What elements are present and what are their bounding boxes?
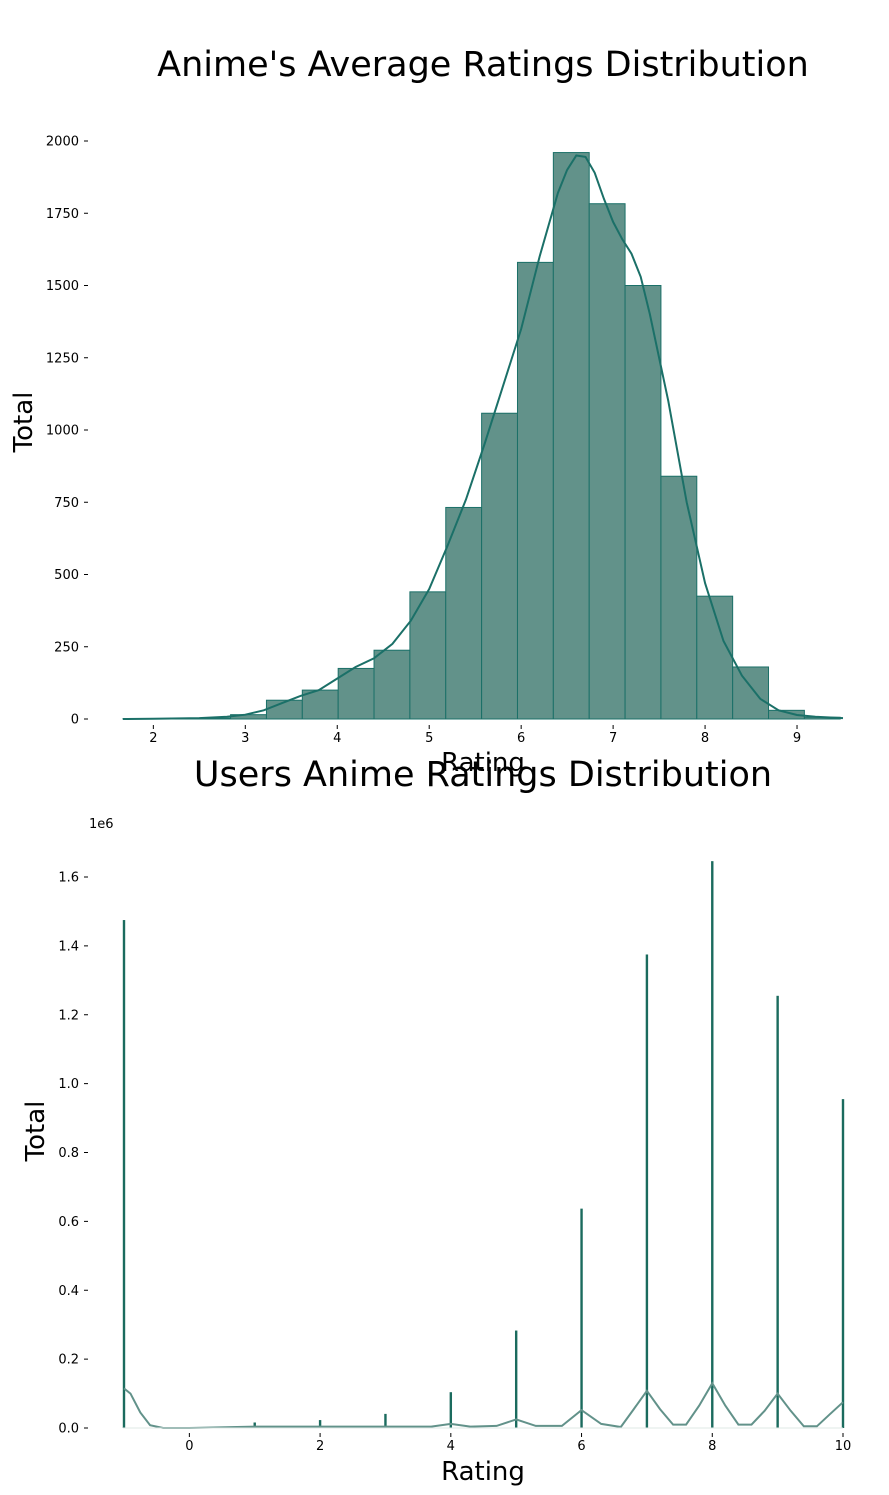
chart1-ytick-label-1: 250 bbox=[54, 640, 79, 655]
chart1-xtick-label-6: 8 bbox=[701, 731, 709, 746]
chart1-xtick-label-1: 3 bbox=[241, 731, 249, 746]
chart1-bar-8 bbox=[409, 591, 447, 720]
chart1-ytick-label-2: 500 bbox=[54, 568, 79, 583]
chart1-xtick-label-5: 7 bbox=[609, 731, 617, 746]
chart2-x-axis-label: Rating bbox=[441, 1457, 525, 1487]
chart1-bar-10 bbox=[481, 412, 518, 720]
chart2-ytick-label-5: 1.0 bbox=[58, 1077, 79, 1092]
chart2-xtick-label-1: 2 bbox=[316, 1439, 324, 1454]
chart1-y-ticks: 0 250 500 750 1000 1250 1500 1750 2000 bbox=[46, 135, 88, 728]
chart1-bar-15 bbox=[660, 475, 698, 720]
chart-users-anime-ratings: Users Anime Ratings Distribution 1e6 0.0… bbox=[21, 755, 851, 1487]
chart2-bar-5 bbox=[514, 1330, 518, 1428]
chart2-bar-7 bbox=[645, 954, 649, 1428]
chart1-xtick-label-4: 6 bbox=[517, 731, 525, 746]
chart1-bar-12 bbox=[552, 152, 590, 720]
chart2-ytick-label-6: 1.2 bbox=[58, 1008, 79, 1023]
chart1-ytick-label-7: 1750 bbox=[46, 207, 79, 222]
chart2-ytick-label-2: 0.4 bbox=[58, 1284, 79, 1299]
chart2-bars bbox=[122, 861, 845, 1428]
chart1-bar-14 bbox=[624, 285, 662, 720]
chart1-ytick-label-3: 750 bbox=[54, 496, 79, 511]
chart1-xtick-label-0: 2 bbox=[149, 731, 157, 746]
chart1-ytick-label-5: 1250 bbox=[46, 351, 79, 366]
chart1-kde-line bbox=[122, 154, 844, 720]
chart2-bar-2 bbox=[318, 1420, 322, 1428]
chart2-offset-text: 1e6 bbox=[89, 817, 114, 832]
chart2-bar-4 bbox=[449, 1392, 453, 1428]
chart1-title: Anime's Average Ratings Distribution bbox=[157, 45, 809, 85]
chart2-x-ticks: 0 2 4 6 8 10 bbox=[185, 1433, 851, 1454]
chart1-ytick-label-8: 2000 bbox=[46, 135, 79, 150]
chart1-bar-18 bbox=[768, 709, 805, 720]
chart1-bar-7 bbox=[373, 649, 411, 720]
chart1-ytick-label-6: 1500 bbox=[46, 279, 79, 294]
chart2-ytick-label-0: 0.0 bbox=[58, 1422, 79, 1437]
chart1-ytick-label-0: 0 bbox=[71, 713, 79, 728]
chart2-bar-10 bbox=[841, 1099, 845, 1428]
chart2-bar-0 bbox=[122, 920, 126, 1428]
chart2-ytick-label-4: 0.8 bbox=[58, 1146, 79, 1161]
chart2-xtick-label-4: 8 bbox=[708, 1439, 716, 1454]
chart1-xtick-label-2: 4 bbox=[333, 731, 341, 746]
chart2-ytick-label-1: 0.2 bbox=[58, 1353, 79, 1368]
chart2-bar-3 bbox=[384, 1413, 387, 1428]
chart1-bar-17 bbox=[732, 666, 770, 720]
chart1-ytick-label-4: 1000 bbox=[46, 424, 79, 439]
chart2-bar-6 bbox=[580, 1208, 583, 1428]
chart2-bar-9 bbox=[776, 995, 779, 1428]
chart1-x-axis-label: Rating bbox=[441, 748, 525, 778]
chart2-y-ticks: 0.0 0.2 0.4 0.6 0.8 1.0 1.2 1.4 1.6 bbox=[58, 871, 88, 1437]
chart1-bars bbox=[122, 152, 841, 720]
chart2-bar-8 bbox=[711, 861, 714, 1428]
chart2-xtick-label-2: 4 bbox=[447, 1439, 455, 1454]
chart2-xtick-label-0: 0 bbox=[185, 1439, 193, 1454]
chart2-y-axis-label: Total bbox=[21, 1101, 51, 1163]
chart2-ytick-label-7: 1.4 bbox=[58, 939, 79, 954]
chart1-x-ticks: 2 3 4 5 6 7 8 9 bbox=[149, 725, 801, 746]
chart1-bar-6 bbox=[337, 667, 375, 720]
chart2-ytick-label-3: 0.6 bbox=[58, 1215, 79, 1230]
chart2-title: Users Anime Ratings Distribution bbox=[194, 755, 772, 795]
chart2-xtick-label-3: 6 bbox=[577, 1439, 585, 1454]
chart1-bar-11 bbox=[516, 261, 554, 720]
chart1-xtick-label-3: 5 bbox=[425, 731, 433, 746]
chart2-ytick-label-8: 1.6 bbox=[58, 871, 79, 886]
chart2-bar-1 bbox=[253, 1422, 256, 1428]
chart1-bar-13 bbox=[588, 203, 626, 720]
chart2-xtick-label-5: 10 bbox=[835, 1439, 852, 1454]
chart-anime-average-ratings: Anime's Average Ratings Distribution 025… bbox=[9, 45, 844, 778]
chart1-xtick-label-7: 9 bbox=[793, 731, 801, 746]
chart2-kde-line bbox=[123, 1381, 844, 1429]
chart1-y-axis-label: Total bbox=[9, 392, 39, 454]
